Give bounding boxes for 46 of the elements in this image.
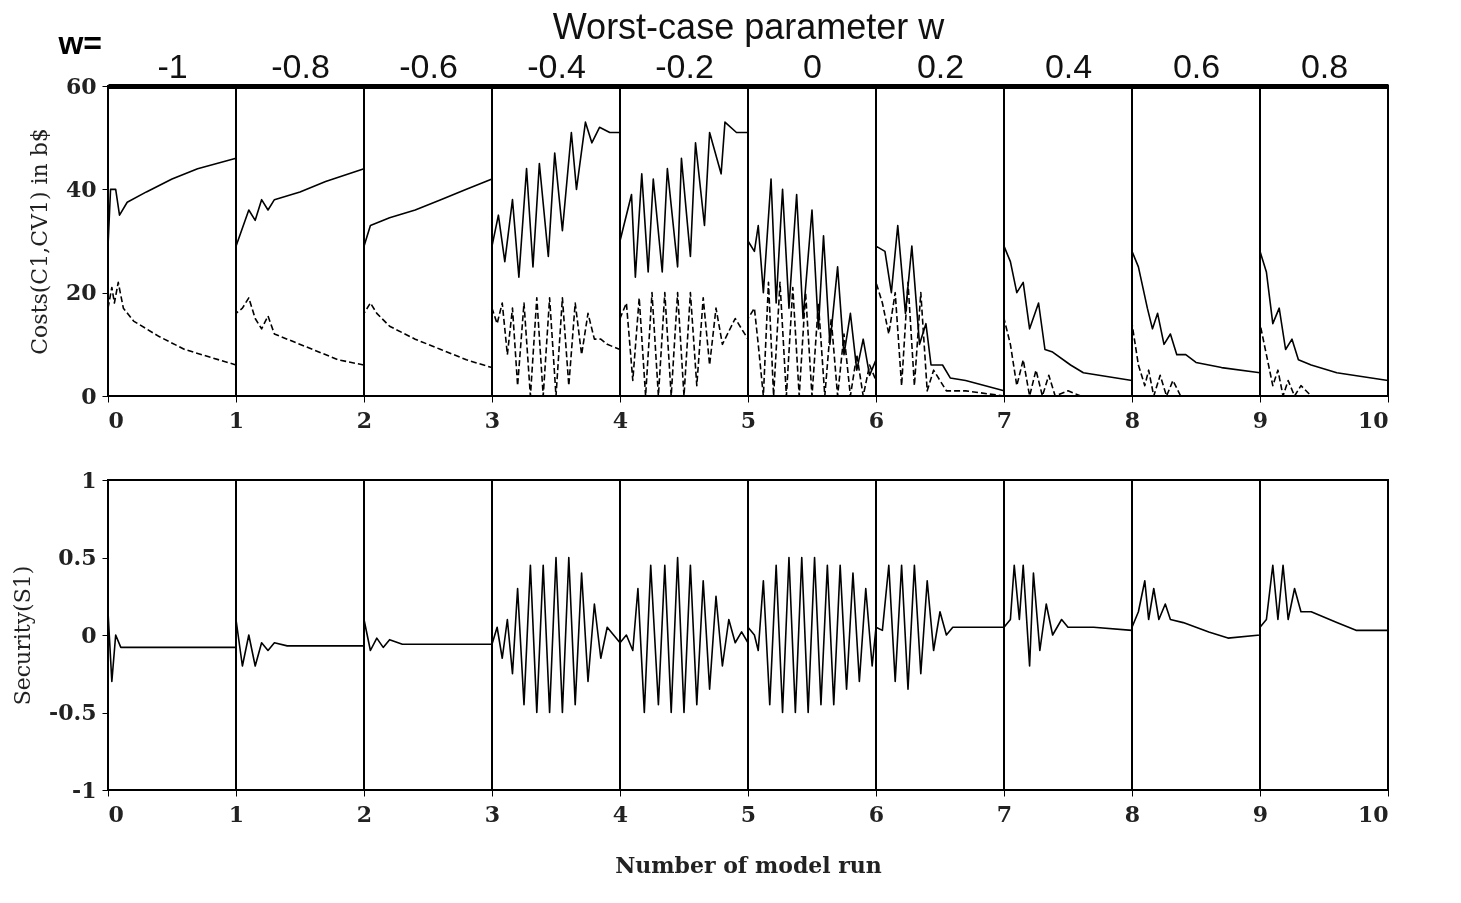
x2-tick-label: 0.8 bbox=[1300, 46, 1349, 85]
x2-tick-label: -0.2 bbox=[655, 46, 714, 85]
x-tick-label: 4 bbox=[612, 800, 629, 827]
y-tick-label: -0.5 bbox=[49, 699, 97, 725]
x-tick-label: 1 bbox=[228, 800, 245, 827]
y-tick-label: 60 bbox=[65, 72, 97, 99]
x2-tick-label: 0.4 bbox=[1044, 46, 1093, 85]
x-tick-label: 1 bbox=[228, 406, 245, 433]
x-tick-label: 3 bbox=[484, 800, 501, 827]
x-tick-label: 7 bbox=[996, 800, 1013, 827]
y-tick-label: 0 bbox=[81, 621, 97, 648]
x-tick-label: 4 bbox=[612, 406, 629, 433]
x-tick-label: 9 bbox=[1252, 800, 1269, 827]
x-tick-label: 5 bbox=[740, 406, 757, 433]
x-tick-label: 10 bbox=[1357, 800, 1389, 827]
x-tick-label: 8 bbox=[1124, 406, 1141, 433]
y-tick-label: 20 bbox=[65, 279, 97, 306]
x2-tick-label: 0 bbox=[803, 46, 822, 85]
x-tick-label: 7 bbox=[996, 406, 1013, 433]
x-tick-label: 0 bbox=[108, 406, 124, 433]
x2-tick-label: -0.4 bbox=[527, 46, 586, 85]
y-tick-label: -1 bbox=[72, 776, 97, 803]
x2-tick-label: -1 bbox=[157, 46, 188, 85]
x-tick-label: 8 bbox=[1124, 800, 1141, 827]
y-tick-label: 0 bbox=[81, 382, 97, 409]
y-axis-title: Security(S1) bbox=[10, 565, 36, 706]
x-axis-title: Number of model run bbox=[615, 851, 882, 878]
x-tick-label: 2 bbox=[356, 406, 373, 433]
x-tick-label: 5 bbox=[740, 800, 757, 827]
x-tick-label: 9 bbox=[1252, 406, 1269, 433]
x2-tick-label: 0.2 bbox=[916, 46, 965, 85]
y-tick-label: 40 bbox=[65, 175, 97, 202]
y-axis-title: Costs(C1,CV1) in b$ bbox=[26, 128, 52, 355]
x2-tick-label: 0.6 bbox=[1172, 46, 1221, 85]
y-tick-label: 1 bbox=[81, 466, 97, 493]
text: w= bbox=[57, 25, 102, 61]
x2-axis-title: Worst-case parameter w bbox=[552, 5, 946, 47]
x-tick-label: 3 bbox=[484, 406, 501, 433]
x-tick-label: 0 bbox=[108, 800, 124, 827]
x2-tick-label: -0.6 bbox=[399, 46, 458, 85]
x-tick-label: 6 bbox=[868, 406, 885, 433]
x-tick-label: 10 bbox=[1357, 406, 1389, 433]
x2-tick-label: -0.8 bbox=[271, 46, 330, 85]
y-tick-label: 0.5 bbox=[58, 544, 97, 570]
x-tick-label: 6 bbox=[868, 800, 885, 827]
x-tick-label: 2 bbox=[356, 800, 373, 827]
